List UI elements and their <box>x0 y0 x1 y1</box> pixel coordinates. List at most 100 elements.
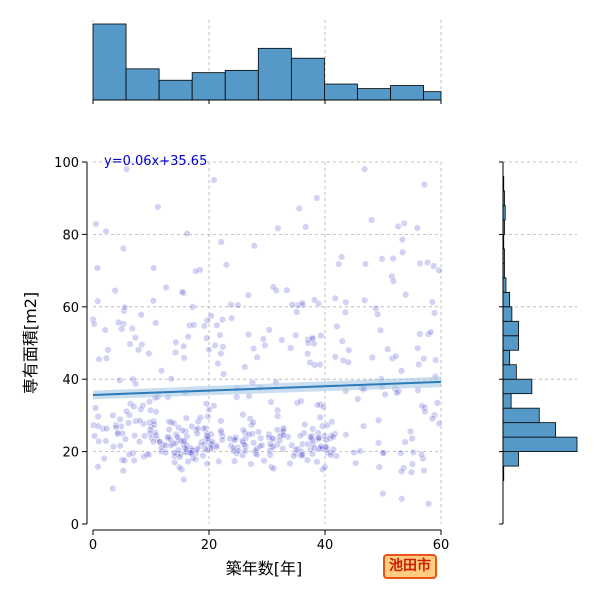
scatter-point <box>240 441 249 449</box>
scatter-point <box>375 463 383 471</box>
scatter-point <box>211 341 219 349</box>
scatter-point <box>388 354 396 362</box>
scatter-point <box>339 356 347 364</box>
right-hist-bar <box>502 436 578 452</box>
scatter-point <box>203 446 211 454</box>
scatter-point <box>112 423 120 431</box>
scatter-point <box>384 345 392 353</box>
scatter-point <box>313 458 321 466</box>
scatter-point <box>150 417 158 425</box>
scatter-point <box>301 420 309 428</box>
scatter-point <box>376 326 385 334</box>
scatter-point <box>141 432 149 440</box>
scatter-point <box>413 224 421 232</box>
scatter-point <box>419 455 427 463</box>
scatter-point <box>132 380 140 388</box>
x-axis-title: 築年数[年] <box>226 559 303 578</box>
scatter-point <box>297 397 305 405</box>
scatter-point <box>304 440 312 448</box>
scatter-point <box>183 433 191 441</box>
scatter-point <box>415 360 423 368</box>
scatter-point <box>194 417 202 426</box>
scatter-point <box>207 312 215 320</box>
scatter-point <box>92 404 100 412</box>
scatter-point <box>253 353 261 361</box>
scatter-point <box>288 301 296 309</box>
scatter-point <box>250 439 258 447</box>
scatter-point <box>269 283 277 291</box>
scatter-point <box>90 432 99 440</box>
scatter-point <box>93 264 101 272</box>
scatter-point <box>145 349 153 358</box>
scatter-point <box>203 334 211 342</box>
scatter-point <box>204 432 212 440</box>
scatter-point <box>258 441 266 449</box>
scatter-point <box>317 400 325 408</box>
scatter-point <box>418 450 426 458</box>
scatter-point <box>327 451 335 459</box>
scatter-point <box>283 286 291 294</box>
scatter-point <box>122 407 130 415</box>
x-tick-label: 60 <box>433 538 450 553</box>
scatter-point <box>210 176 218 184</box>
scatter-point <box>109 411 117 419</box>
scatter-point <box>427 328 435 336</box>
scatter-point <box>174 423 183 432</box>
scatter-point <box>257 434 265 442</box>
scatter-point <box>205 346 213 354</box>
scatter-point <box>273 426 281 434</box>
scatter-point <box>174 446 182 454</box>
right-hist-bar <box>502 451 519 467</box>
scatter-point <box>421 408 429 416</box>
scatter-point <box>109 484 117 493</box>
scatter-point <box>267 398 275 406</box>
scatter-point <box>100 454 108 463</box>
scatter-point <box>234 301 242 309</box>
scatter-point <box>414 344 422 352</box>
scatter-point <box>425 330 433 338</box>
scatter-point <box>265 326 273 334</box>
top-hist-bar <box>125 68 160 101</box>
scatter-point <box>175 463 184 471</box>
top-hist-bar <box>390 85 425 101</box>
scatter-point <box>245 431 253 439</box>
scatter-point <box>222 261 230 269</box>
scatter-point <box>328 418 336 426</box>
scatter-point <box>95 437 103 445</box>
scatter-point <box>374 310 382 318</box>
scatter-point <box>322 436 330 444</box>
top-hist-bar <box>92 23 127 101</box>
scatter-point <box>180 476 188 484</box>
scatter-point <box>146 426 154 434</box>
scatter-point <box>116 442 124 450</box>
scatter-point <box>160 441 168 449</box>
regression-line <box>92 380 442 396</box>
scatter-point <box>102 437 110 445</box>
scatter-point <box>307 433 315 441</box>
scatter-point <box>164 433 172 441</box>
scatter-point <box>89 315 97 324</box>
scatter-point <box>162 441 170 450</box>
scatter-point <box>430 309 439 317</box>
y-tick-label: 20 <box>62 446 79 461</box>
scatter-point <box>317 442 325 450</box>
scatter-point <box>319 465 327 473</box>
right-hist-bar <box>502 306 513 322</box>
scatter-point <box>90 320 98 328</box>
scatter-point <box>279 445 287 453</box>
scatter-point <box>126 400 134 408</box>
scatter-point <box>131 432 139 440</box>
scatter-point <box>406 427 415 436</box>
scatter-point <box>249 418 257 426</box>
scatter-point <box>274 406 282 414</box>
scatter-point <box>230 457 239 465</box>
scatter-point <box>424 500 433 508</box>
scatter-point <box>321 443 330 451</box>
scatter-point <box>213 321 221 329</box>
top-hist-bar <box>224 69 259 101</box>
scatter-point <box>323 421 331 429</box>
scatter-point <box>338 337 346 345</box>
right-hist-bar <box>502 320 519 337</box>
scatter-point <box>217 417 225 425</box>
